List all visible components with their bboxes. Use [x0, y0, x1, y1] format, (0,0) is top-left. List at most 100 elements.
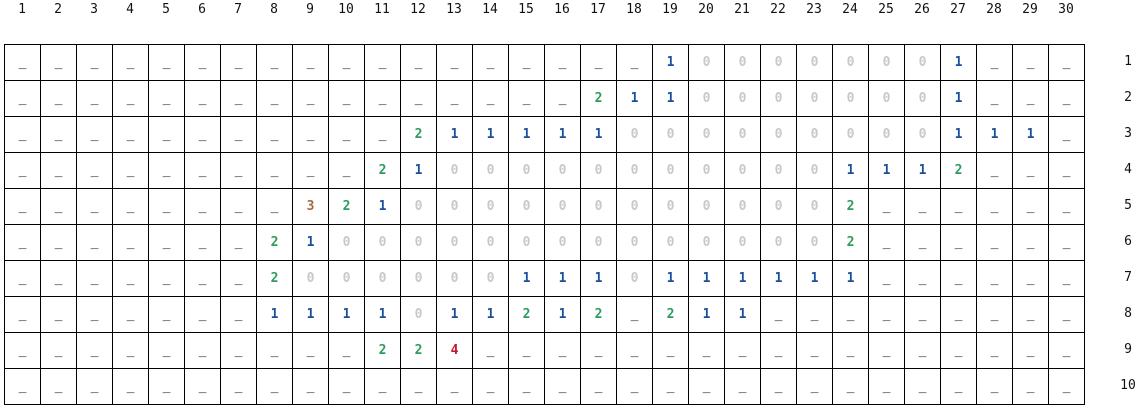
hidden-cell[interactable]: _ [544, 368, 581, 405]
hidden-cell[interactable]: _ [220, 260, 257, 297]
hidden-cell[interactable]: _ [976, 188, 1013, 225]
hidden-cell[interactable]: _ [40, 188, 77, 225]
hidden-cell[interactable]: _ [976, 80, 1013, 117]
hidden-cell[interactable]: _ [1048, 152, 1085, 189]
hidden-cell[interactable]: _ [4, 188, 41, 225]
hidden-cell[interactable]: _ [868, 260, 905, 297]
hidden-cell[interactable]: _ [184, 260, 221, 297]
hidden-cell[interactable]: _ [904, 368, 941, 405]
hidden-cell[interactable]: _ [112, 368, 149, 405]
hidden-cell[interactable]: _ [1048, 332, 1085, 369]
hidden-cell[interactable]: _ [616, 368, 653, 405]
hidden-cell[interactable]: _ [40, 80, 77, 117]
hidden-cell[interactable]: _ [220, 80, 257, 117]
hidden-cell[interactable]: _ [40, 296, 77, 333]
hidden-cell[interactable]: _ [1048, 116, 1085, 153]
hidden-cell[interactable]: _ [256, 188, 293, 225]
hidden-cell[interactable]: _ [148, 116, 185, 153]
hidden-cell[interactable]: _ [472, 368, 509, 405]
hidden-cell[interactable]: _ [112, 44, 149, 81]
hidden-cell[interactable]: _ [400, 368, 437, 405]
hidden-cell[interactable]: _ [4, 80, 41, 117]
hidden-cell[interactable]: _ [256, 332, 293, 369]
hidden-cell[interactable]: _ [184, 368, 221, 405]
hidden-cell[interactable]: _ [292, 116, 329, 153]
hidden-cell[interactable]: _ [220, 368, 257, 405]
hidden-cell[interactable]: _ [256, 152, 293, 189]
hidden-cell[interactable]: _ [364, 80, 401, 117]
hidden-cell[interactable]: _ [868, 188, 905, 225]
hidden-cell[interactable]: _ [1048, 296, 1085, 333]
hidden-cell[interactable]: _ [40, 152, 77, 189]
hidden-cell[interactable]: _ [256, 80, 293, 117]
hidden-cell[interactable]: _ [40, 260, 77, 297]
hidden-cell[interactable]: _ [1048, 260, 1085, 297]
hidden-cell[interactable]: _ [508, 80, 545, 117]
hidden-cell[interactable]: _ [148, 44, 185, 81]
hidden-cell[interactable]: _ [976, 224, 1013, 261]
hidden-cell[interactable]: _ [112, 188, 149, 225]
hidden-cell[interactable]: _ [148, 152, 185, 189]
hidden-cell[interactable]: _ [76, 44, 113, 81]
hidden-cell[interactable]: _ [940, 368, 977, 405]
hidden-cell[interactable]: _ [940, 188, 977, 225]
hidden-cell[interactable]: _ [112, 260, 149, 297]
hidden-cell[interactable]: _ [1012, 368, 1049, 405]
hidden-cell[interactable]: _ [904, 296, 941, 333]
hidden-cell[interactable]: _ [4, 116, 41, 153]
hidden-cell[interactable]: _ [652, 368, 689, 405]
hidden-cell[interactable]: _ [256, 368, 293, 405]
hidden-cell[interactable]: _ [580, 44, 617, 81]
hidden-cell[interactable]: _ [148, 296, 185, 333]
hidden-cell[interactable]: _ [940, 260, 977, 297]
hidden-cell[interactable]: _ [148, 188, 185, 225]
hidden-cell[interactable]: _ [976, 152, 1013, 189]
hidden-cell[interactable]: _ [472, 44, 509, 81]
hidden-cell[interactable]: _ [76, 332, 113, 369]
hidden-cell[interactable]: _ [148, 332, 185, 369]
hidden-cell[interactable]: _ [760, 368, 797, 405]
hidden-cell[interactable]: _ [184, 80, 221, 117]
hidden-cell[interactable]: _ [940, 296, 977, 333]
hidden-cell[interactable]: _ [112, 332, 149, 369]
hidden-cell[interactable]: _ [292, 368, 329, 405]
hidden-cell[interactable]: _ [184, 188, 221, 225]
hidden-cell[interactable]: _ [832, 332, 869, 369]
hidden-cell[interactable]: _ [40, 224, 77, 261]
hidden-cell[interactable]: _ [1012, 332, 1049, 369]
hidden-cell[interactable]: _ [760, 296, 797, 333]
hidden-cell[interactable]: _ [328, 116, 365, 153]
hidden-cell[interactable]: _ [256, 116, 293, 153]
hidden-cell[interactable]: _ [220, 188, 257, 225]
hidden-cell[interactable]: _ [796, 296, 833, 333]
hidden-cell[interactable]: _ [580, 332, 617, 369]
hidden-cell[interactable]: _ [1048, 44, 1085, 81]
hidden-cell[interactable]: _ [1012, 188, 1049, 225]
hidden-cell[interactable]: _ [616, 296, 653, 333]
hidden-cell[interactable]: _ [508, 44, 545, 81]
hidden-cell[interactable]: _ [832, 296, 869, 333]
hidden-cell[interactable]: _ [436, 80, 473, 117]
hidden-cell[interactable]: _ [400, 80, 437, 117]
hidden-cell[interactable]: _ [616, 44, 653, 81]
hidden-cell[interactable]: _ [76, 116, 113, 153]
hidden-cell[interactable]: _ [904, 188, 941, 225]
hidden-cell[interactable]: _ [544, 44, 581, 81]
hidden-cell[interactable]: _ [76, 296, 113, 333]
hidden-cell[interactable]: _ [1048, 80, 1085, 117]
hidden-cell[interactable]: _ [544, 80, 581, 117]
hidden-cell[interactable]: _ [292, 80, 329, 117]
hidden-cell[interactable]: _ [4, 44, 41, 81]
hidden-cell[interactable]: _ [220, 332, 257, 369]
hidden-cell[interactable]: _ [1048, 368, 1085, 405]
hidden-cell[interactable]: _ [4, 260, 41, 297]
hidden-cell[interactable]: _ [220, 224, 257, 261]
hidden-cell[interactable]: _ [4, 332, 41, 369]
hidden-cell[interactable]: _ [508, 332, 545, 369]
hidden-cell[interactable]: _ [1048, 188, 1085, 225]
hidden-cell[interactable]: _ [148, 80, 185, 117]
hidden-cell[interactable]: _ [616, 332, 653, 369]
hidden-cell[interactable]: _ [292, 152, 329, 189]
hidden-cell[interactable]: _ [76, 152, 113, 189]
hidden-cell[interactable]: _ [904, 260, 941, 297]
